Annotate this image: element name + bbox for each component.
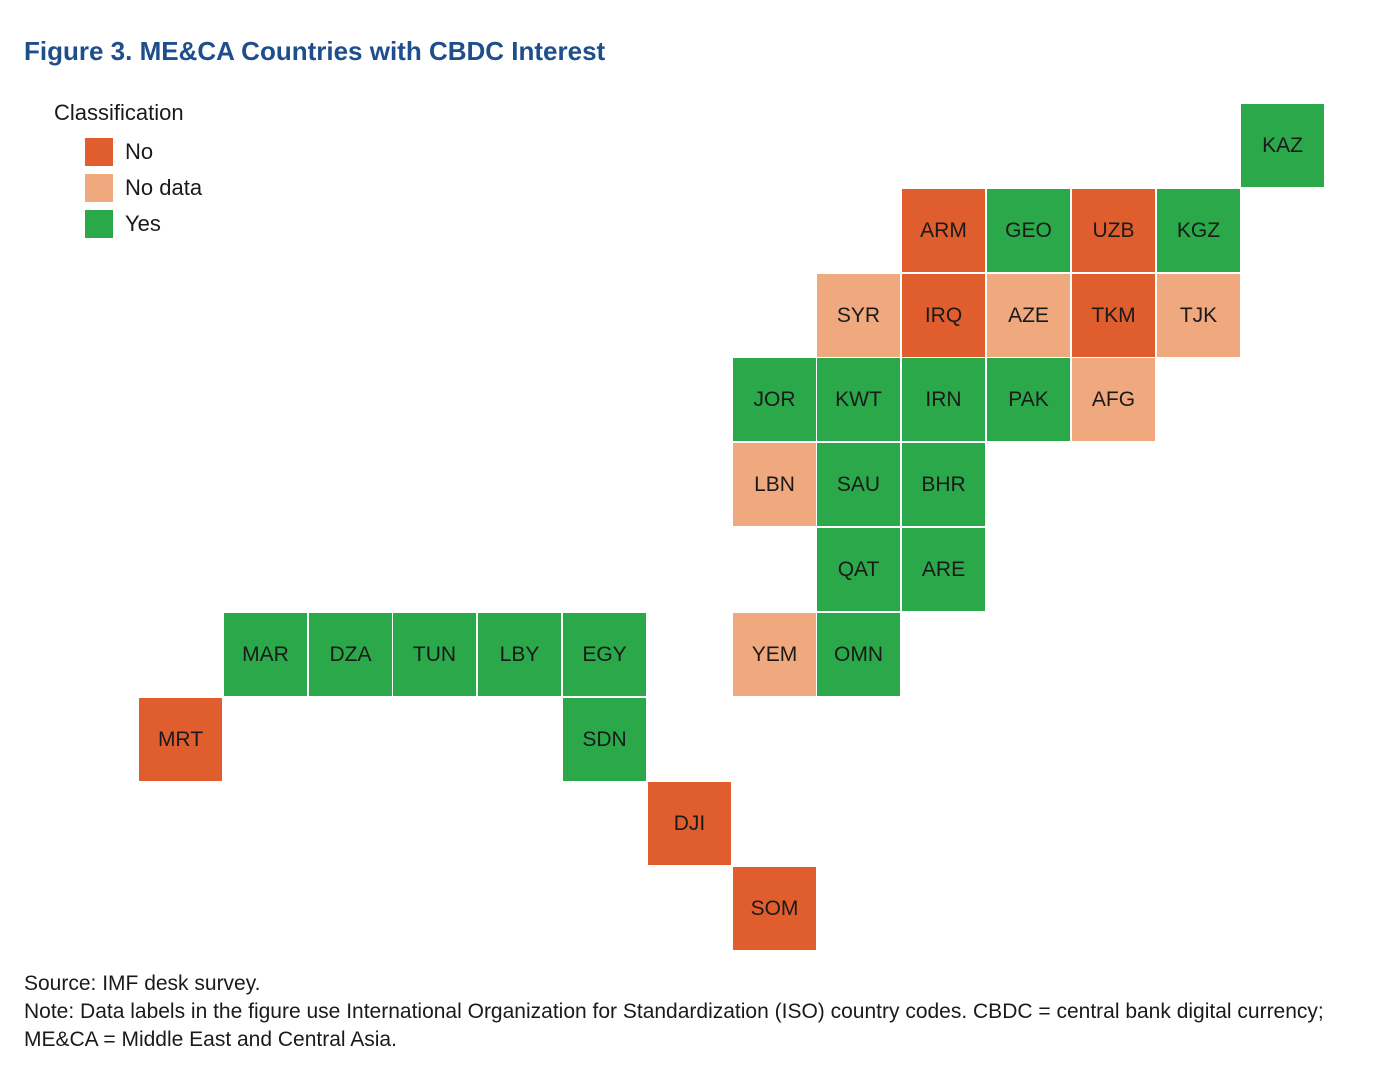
tile-aze: AZE [987,274,1070,357]
tile-tkm: TKM [1072,274,1155,357]
tile-som: SOM [733,867,816,950]
legend-swatch-no-data [85,174,113,202]
tile-mar: MAR [224,613,307,696]
legend-item-no-data: No data [85,170,202,206]
tile-kaz: KAZ [1241,104,1324,187]
tile-qat: QAT [817,528,900,611]
legend-item-yes: Yes [85,206,202,242]
tile-dza: DZA [309,613,392,696]
tile-afg: AFG [1072,358,1155,441]
tile-omn: OMN [817,613,900,696]
tile-tjk: TJK [1157,274,1240,357]
tile-sdn: SDN [563,698,646,781]
legend-label-no: No [125,139,154,164]
legend-title: Classification [54,100,184,125]
tile-lby: LBY [478,613,561,696]
legend-label-yes: Yes [125,211,161,236]
tile-geo: GEO [987,189,1070,272]
tile-bhr: BHR [902,443,985,526]
tile-jor: JOR [733,358,816,441]
tile-arm: ARM [902,189,985,272]
tile-lbn: LBN [733,443,816,526]
tile-egy: EGY [563,613,646,696]
tile-pak: PAK [987,358,1070,441]
tile-mrt: MRT [139,698,222,781]
tile-sau: SAU [817,443,900,526]
legend: Classification No No data Yes [54,100,202,242]
tile-kgz: KGZ [1157,189,1240,272]
legend-item-no: No [85,134,202,170]
tile-irq: IRQ [902,274,985,357]
source-note: Source: IMF desk survey. [24,972,261,995]
footnotes: Source: IMF desk survey. Note: Data labe… [24,970,1374,1054]
legend-swatch-no [85,138,113,166]
figure-title: Figure 3. ME&CA Countries with CBDC Inte… [24,36,606,66]
tile-uzb: UZB [1072,189,1155,272]
tile-syr: SYR [817,274,900,357]
tile-kwt: KWT [817,358,900,441]
tile-dji: DJI [648,782,731,865]
tile-irn: IRN [902,358,985,441]
definitions-note: Note: Data labels in the figure use Inte… [24,1000,1324,1051]
tile-are: ARE [902,528,985,611]
tile-yem: YEM [733,613,816,696]
legend-swatch-yes [85,210,113,238]
legend-label-no-data: No data [125,175,203,200]
tile-tun: TUN [393,613,476,696]
